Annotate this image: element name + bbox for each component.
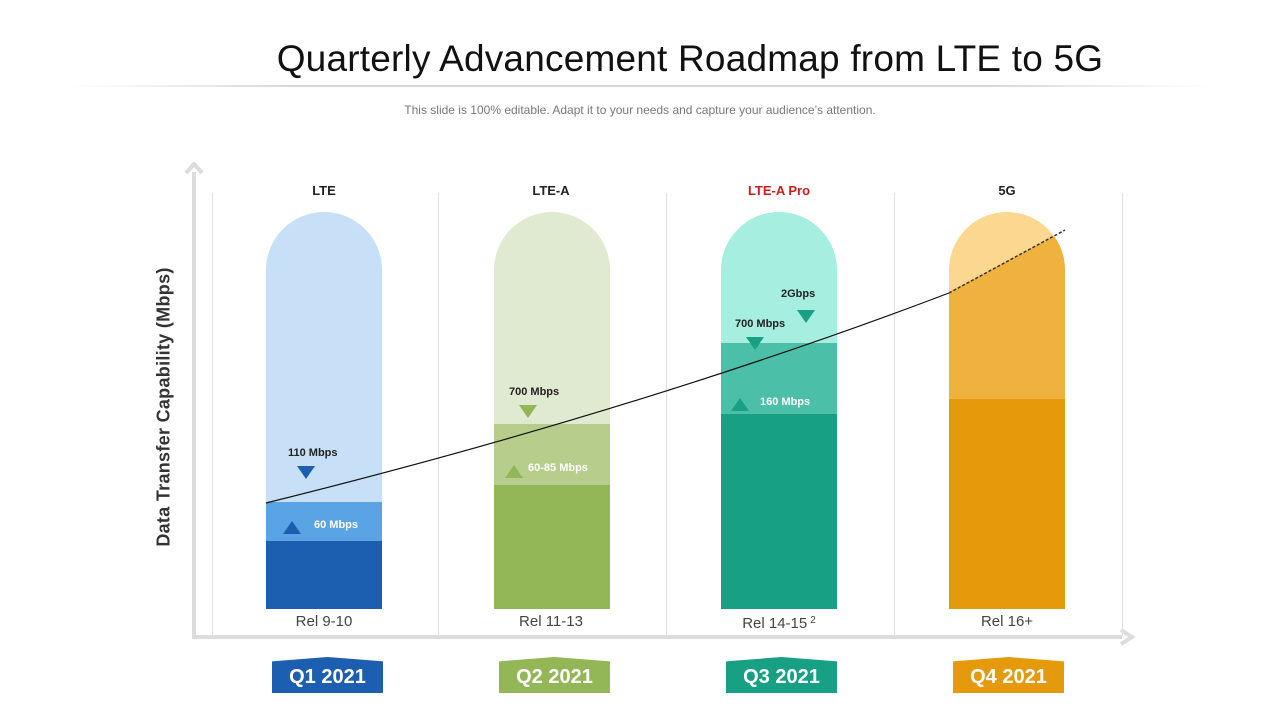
column-divider xyxy=(438,193,439,636)
bar-5g xyxy=(949,212,1065,609)
down-triangle-icon xyxy=(746,337,764,350)
release-label-lte-a-pro: Rel 14-15 2 xyxy=(699,615,859,632)
marker-label: 60-85 Mbps xyxy=(528,462,588,474)
release-label-lte-a: Rel 11-13 xyxy=(519,613,583,630)
up-triangle-icon xyxy=(731,398,749,411)
bar-5g-base xyxy=(949,399,1065,609)
bar-5g-highlight xyxy=(949,230,1065,399)
release-label-5g: Rel 16+ xyxy=(980,613,1034,630)
quarter-badge-q3: Q3 2021 xyxy=(726,657,837,693)
down-triangle-icon xyxy=(519,405,537,418)
column-header-lte-a-pro: LTE-A Pro xyxy=(747,183,811,198)
bar-lte-base xyxy=(266,541,382,609)
down-triangle-icon xyxy=(297,466,315,479)
release-superscript: 2 xyxy=(810,615,816,626)
marker-label: 700 Mbps xyxy=(509,386,560,398)
quarter-badge-q2: Q2 2021 xyxy=(499,657,610,693)
down-triangle-icon xyxy=(797,310,815,323)
marker-label: 110 Mbps xyxy=(288,447,338,459)
release-label-lte: Rel 9-10 xyxy=(295,613,353,630)
bar-lte-a-base xyxy=(494,485,610,609)
marker-label: 700 Mbps xyxy=(735,318,786,330)
column-divider xyxy=(212,193,213,636)
title-divider xyxy=(70,85,1210,87)
page-subtitle: This slide is 100% editable. Adapt it to… xyxy=(404,103,876,117)
y-axis-label: Data Transfer Capability (Mbps) xyxy=(153,267,174,547)
quarter-badge-q1: Q1 2021 xyxy=(272,657,383,693)
column-divider xyxy=(894,193,895,636)
bar-lte-a-pro-base xyxy=(721,414,837,609)
y-axis-arrow-icon xyxy=(184,162,204,174)
bar-lte xyxy=(266,212,382,609)
column-header-lte-a: LTE-A xyxy=(532,183,570,198)
column-header-lte: LTE xyxy=(312,183,336,198)
marker-label: 60 Mbps xyxy=(314,519,359,531)
up-triangle-icon xyxy=(505,465,523,478)
quarter-badge-q4: Q4 2021 xyxy=(953,657,1064,693)
column-divider xyxy=(666,193,667,636)
column-divider xyxy=(1122,193,1123,636)
marker-label: 2Gbps xyxy=(781,288,816,300)
y-axis xyxy=(192,172,196,639)
up-triangle-icon xyxy=(283,521,301,534)
x-axis xyxy=(192,635,1122,639)
bar-lte-a xyxy=(494,212,610,609)
page-title: Quarterly Advancement Roadmap from LTE t… xyxy=(276,38,1104,79)
release-text: Rel 14-15 xyxy=(742,615,808,632)
column-header-5g: 5G xyxy=(998,183,1016,198)
marker-label: 160 Mbps xyxy=(760,396,811,408)
x-axis-arrow-icon xyxy=(1119,628,1136,646)
